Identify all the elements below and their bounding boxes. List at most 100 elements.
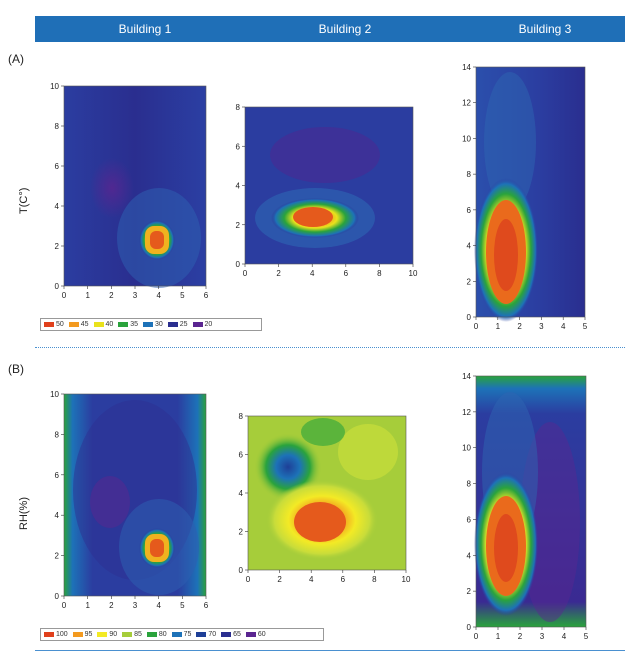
- x-tick-label: 4: [562, 632, 567, 641]
- legend-item: 85: [122, 629, 142, 640]
- legend-swatch: [44, 631, 54, 637]
- column-header-bar: Building 1 Building 2 Building 3: [35, 16, 625, 42]
- column-header-building-1: Building 1: [118, 22, 172, 36]
- x-tick-label: 0: [62, 601, 67, 610]
- y-tick-label: 2: [239, 528, 244, 537]
- legend-swatch: [118, 321, 129, 327]
- y-tick-label: 2: [467, 587, 472, 596]
- y-tick-label: 8: [467, 480, 472, 489]
- x-tick-label: 1: [496, 632, 501, 641]
- heatmap-b2: 0 2 4 6 8 10 0 2 4 6 8: [239, 412, 411, 584]
- legend-swatch: [146, 631, 157, 637]
- legend-item: 30: [143, 319, 163, 330]
- panel-tag-b: (B): [8, 362, 24, 376]
- y-tick-label: 0: [236, 260, 241, 269]
- x-tick-label: 5: [180, 601, 185, 610]
- x-tick-label: 2: [518, 632, 523, 641]
- legend-swatch: [143, 321, 153, 327]
- section-divider: [35, 347, 625, 348]
- heatmap-a1: 0 1 2 3 4 5 6 0 2 4 6 8 10: [50, 82, 209, 300]
- y-tick-label: 8: [467, 170, 472, 179]
- legend-label: 20: [204, 321, 213, 328]
- legend-label: 70: [208, 631, 217, 638]
- x-tick-label: 2: [517, 322, 522, 331]
- x-tick-label: 1: [85, 291, 90, 300]
- legend-swatch: [44, 321, 54, 327]
- column-header-building-2: Building 2: [318, 22, 372, 36]
- legend-item: 65: [221, 629, 241, 640]
- x-tick-label: 6: [344, 269, 349, 278]
- y-tick-label: 4: [55, 202, 60, 211]
- x-tick-label: 8: [372, 575, 377, 584]
- legend-temperature: 50 45 40 35 30 25 20: [40, 318, 262, 331]
- y-tick-label: 14: [462, 63, 471, 72]
- x-tick-label: 1: [496, 322, 501, 331]
- x-tick-label: 2: [277, 575, 282, 584]
- x-tick-label: 4: [309, 575, 314, 584]
- x-tick-label: 4: [156, 291, 161, 300]
- y-tick-label: 0: [467, 313, 472, 322]
- x-tick-label: 5: [584, 632, 589, 641]
- x-tick-label: 6: [204, 291, 209, 300]
- legend-label: 85: [134, 631, 142, 638]
- y-tick-label: 6: [467, 515, 472, 524]
- y-tick-label: 12: [462, 408, 471, 417]
- y-tick-label: 2: [55, 242, 60, 251]
- ylabel-humidity: RH(%): [18, 497, 30, 530]
- y-tick-label: 8: [55, 430, 60, 439]
- y-tick-label: 6: [467, 206, 472, 215]
- x-tick-label: 4: [156, 601, 161, 610]
- x-tick-label: 3: [133, 601, 138, 610]
- legend-item: 50: [44, 319, 64, 330]
- legend-label: 65: [233, 631, 241, 638]
- y-tick-label: 0: [55, 592, 60, 601]
- legend-swatch: [196, 631, 207, 637]
- x-tick-label: 0: [62, 291, 67, 300]
- legend-item: 90: [97, 629, 117, 640]
- legend-item: 80: [146, 629, 167, 640]
- legend-swatch: [192, 321, 203, 327]
- legend-label: 95: [84, 631, 93, 638]
- legend-label: 50: [56, 321, 64, 328]
- legend-humidity: 100 95 90 85 80 75 70 65 60: [40, 628, 324, 641]
- x-tick-label: 6: [341, 575, 346, 584]
- y-tick-label: 10: [50, 390, 59, 399]
- x-tick-label: 6: [204, 601, 209, 610]
- legend-label: 60: [257, 631, 266, 638]
- legend-label: 35: [130, 321, 139, 328]
- y-tick-label: 0: [239, 566, 244, 575]
- legend-item: 70: [196, 629, 216, 640]
- y-tick-label: 8: [236, 103, 241, 112]
- legend-item: 100: [44, 629, 68, 640]
- x-tick-label: 8: [377, 269, 382, 278]
- x-tick-label: 0: [243, 269, 248, 278]
- y-tick-label: 0: [55, 282, 60, 291]
- legend-label: 30: [155, 321, 163, 328]
- legend-swatch: [68, 321, 79, 327]
- y-tick-label: 4: [236, 182, 241, 191]
- legend-swatch: [72, 631, 83, 637]
- legend-swatch: [221, 631, 232, 637]
- legend-swatch: [171, 631, 182, 637]
- y-tick-label: 10: [462, 134, 471, 143]
- legend-swatch: [122, 631, 133, 637]
- x-tick-label: 4: [310, 269, 315, 278]
- legend-label: 45: [80, 321, 89, 328]
- y-tick-label: 6: [236, 142, 241, 151]
- x-tick-label: 0: [474, 632, 479, 641]
- y-tick-label: 2: [55, 552, 60, 561]
- y-tick-label: 4: [467, 242, 472, 251]
- legend-swatch: [97, 631, 108, 637]
- x-tick-label: 1: [85, 601, 90, 610]
- ylabel-temperature: T(C°): [18, 187, 30, 214]
- y-tick-label: 6: [55, 471, 60, 480]
- bottom-rule: [35, 650, 625, 651]
- y-tick-label: 8: [55, 122, 60, 131]
- y-tick-label: 4: [55, 511, 60, 520]
- x-tick-label: 2: [276, 269, 281, 278]
- legend-item: 20: [192, 319, 213, 330]
- y-tick-label: 0: [467, 623, 472, 632]
- legend-item: 45: [68, 319, 89, 330]
